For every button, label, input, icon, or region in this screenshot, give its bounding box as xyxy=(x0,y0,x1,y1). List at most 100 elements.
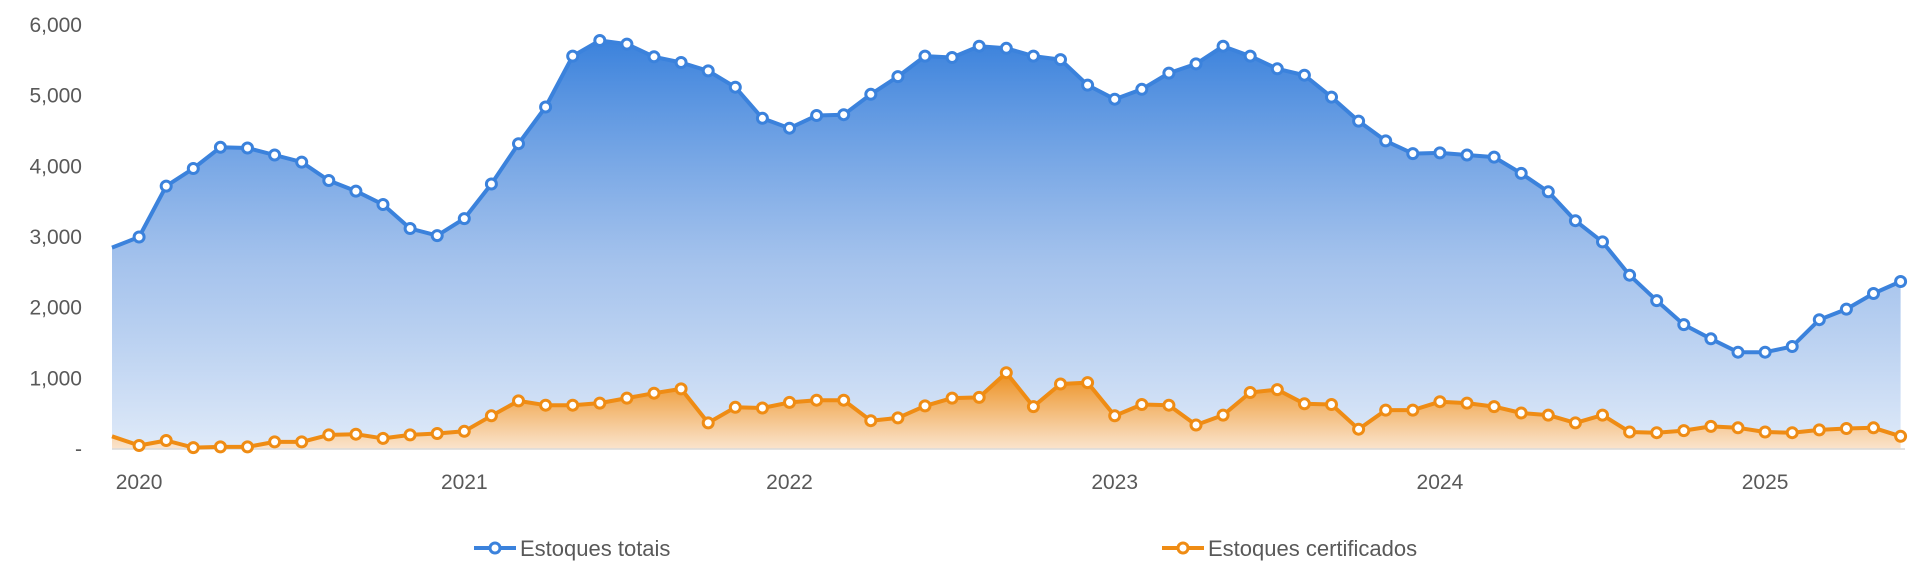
data-point xyxy=(484,177,498,191)
data-point xyxy=(728,80,742,94)
data-point xyxy=(1623,268,1637,282)
data-point xyxy=(1054,377,1067,391)
data-point xyxy=(674,382,688,396)
data-point xyxy=(674,56,688,69)
data-point xyxy=(972,390,986,404)
data-point xyxy=(1731,345,1745,359)
data-point xyxy=(1433,395,1447,409)
data-point xyxy=(755,401,769,415)
data-point xyxy=(322,428,336,442)
areas-layer xyxy=(112,40,1901,449)
y-tick-label: 4,000 xyxy=(29,155,82,178)
data-point xyxy=(512,137,525,151)
data-point xyxy=(1677,424,1691,438)
data-point xyxy=(647,386,661,400)
data-point xyxy=(1541,185,1555,199)
data-point xyxy=(1189,57,1203,71)
data-point xyxy=(430,427,444,440)
data-point xyxy=(945,51,959,64)
data-point xyxy=(1243,386,1257,399)
data-point xyxy=(1650,426,1664,440)
data-point xyxy=(1596,408,1609,422)
data-point xyxy=(999,366,1013,380)
data-point xyxy=(268,435,282,449)
data-point xyxy=(783,121,796,135)
data-point xyxy=(1297,397,1311,411)
data-point xyxy=(1867,287,1880,300)
data-point xyxy=(1297,68,1311,82)
data-point xyxy=(593,396,607,410)
data-point xyxy=(1812,423,1826,437)
data-point xyxy=(1352,422,1366,436)
data-point xyxy=(186,162,200,175)
x-tick-label: 2023 xyxy=(1091,471,1138,494)
data-point xyxy=(376,198,390,211)
data-point xyxy=(728,400,742,414)
legend: Estoques totais Estoques certificados xyxy=(474,536,1417,561)
data-point xyxy=(810,109,824,122)
points-layer xyxy=(132,34,1908,455)
data-point xyxy=(1026,400,1040,414)
data-point xyxy=(1189,418,1203,432)
data-point xyxy=(1162,66,1176,80)
data-point xyxy=(295,155,309,169)
data-point xyxy=(1135,82,1149,96)
data-point xyxy=(1541,408,1555,422)
data-point xyxy=(132,230,146,244)
y-tick-label: 6,000 xyxy=(29,14,82,37)
data-point xyxy=(457,212,471,226)
data-point xyxy=(457,424,471,438)
data-point xyxy=(1135,398,1149,411)
data-point xyxy=(1325,90,1338,104)
x-tick-label: 2022 xyxy=(766,471,813,494)
data-point xyxy=(349,184,363,198)
legend-swatch-marker xyxy=(1176,541,1190,555)
data-point xyxy=(1270,383,1284,397)
data-point xyxy=(1785,340,1799,353)
data-point xyxy=(620,37,634,51)
x-tick-label: 2025 xyxy=(1742,471,1789,494)
data-point xyxy=(999,41,1013,55)
data-point xyxy=(1026,49,1040,63)
data-point xyxy=(1596,235,1609,249)
data-point xyxy=(1894,429,1908,443)
data-point xyxy=(539,398,553,412)
data-point xyxy=(1487,150,1501,164)
data-point xyxy=(647,50,661,64)
data-point xyxy=(1379,403,1393,417)
data-point xyxy=(1894,275,1908,288)
data-point xyxy=(918,399,932,413)
data-point xyxy=(1867,421,1880,435)
data-point xyxy=(1325,398,1338,411)
data-point xyxy=(1081,78,1095,92)
data-point xyxy=(701,416,715,430)
data-point xyxy=(1677,318,1691,332)
data-point xyxy=(241,440,254,454)
data-point xyxy=(322,174,336,187)
data-point xyxy=(1270,62,1284,76)
y-tick-label: 3,000 xyxy=(29,226,82,249)
data-point xyxy=(186,441,200,455)
data-point xyxy=(1460,396,1474,410)
y-tick-label: 5,000 xyxy=(29,85,82,108)
data-point xyxy=(1487,400,1501,414)
data-point xyxy=(159,179,173,193)
x-tick-label: 2020 xyxy=(116,471,163,494)
legend-label: Estoques certificados xyxy=(1208,536,1417,561)
x-tick-label: 2021 xyxy=(441,471,488,494)
x-tick-label: 2024 xyxy=(1417,471,1464,494)
data-point xyxy=(755,111,769,125)
data-point xyxy=(349,427,363,441)
data-point xyxy=(403,428,417,442)
data-point xyxy=(1839,302,1853,316)
data-point xyxy=(1758,425,1772,439)
data-point xyxy=(484,409,498,423)
data-point xyxy=(159,434,173,447)
data-point xyxy=(1812,313,1826,327)
data-point xyxy=(1568,416,1582,430)
data-point xyxy=(1108,409,1122,423)
data-point xyxy=(593,34,607,47)
data-point xyxy=(837,108,851,122)
